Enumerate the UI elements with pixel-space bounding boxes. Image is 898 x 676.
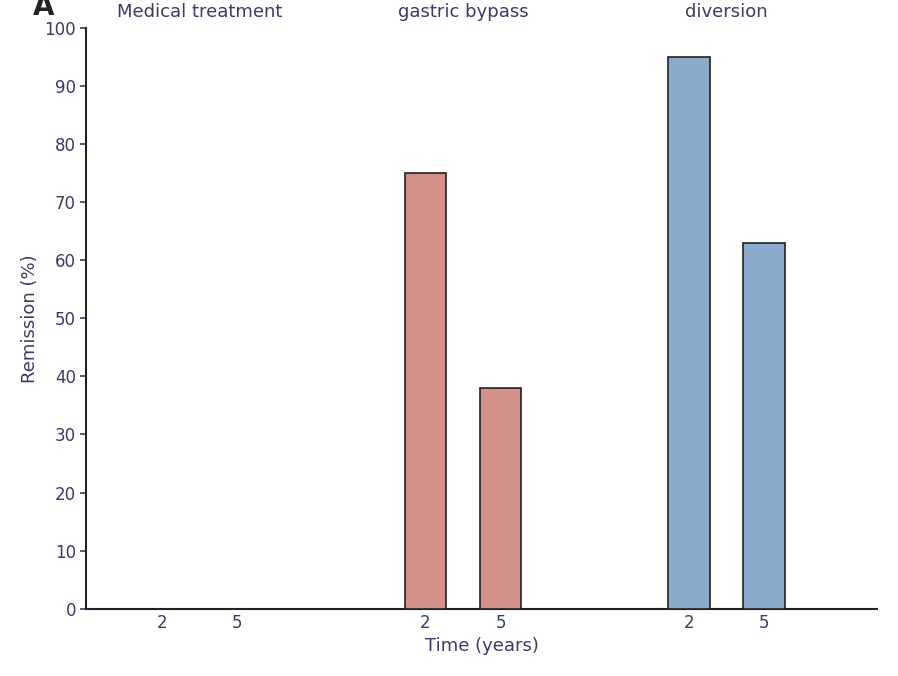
Y-axis label: Remission (%): Remission (%) xyxy=(21,254,39,383)
Text: A: A xyxy=(32,0,54,21)
Bar xyxy=(405,173,446,609)
Text: Roux-en-Y
gastric bypass: Roux-en-Y gastric bypass xyxy=(398,0,528,21)
Text: Biliopancreatic
diversion: Biliopancreatic diversion xyxy=(660,0,794,21)
Bar xyxy=(480,388,522,609)
X-axis label: Time (years): Time (years) xyxy=(425,637,539,655)
Bar xyxy=(744,243,785,609)
Text: Medical treatment: Medical treatment xyxy=(117,3,282,21)
Bar xyxy=(668,57,709,609)
